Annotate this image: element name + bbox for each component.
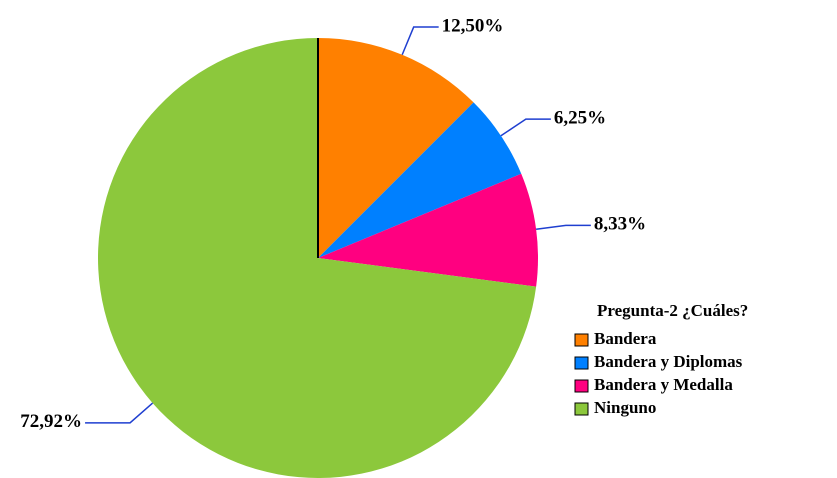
legend-swatch [574, 379, 589, 393]
leader-line [401, 26, 439, 56]
pie-slice [318, 38, 474, 258]
data-label: 8,33% [594, 214, 646, 235]
legend-swatch [574, 402, 589, 416]
legend-swatch [574, 333, 589, 347]
pie-slice [318, 102, 522, 258]
pie-slice [318, 173, 538, 287]
legend-label: Ninguno [594, 398, 656, 417]
data-label: 72,92% [20, 411, 82, 432]
legend-swatch [574, 356, 589, 370]
legend-label: Bandera [594, 329, 657, 348]
legend-label: Bandera y Diplomas [594, 352, 743, 371]
leader-line [500, 118, 551, 137]
data-label: 12,50% [442, 15, 504, 36]
leader-line [536, 224, 591, 231]
legend-title: Pregunta-2 ¿Cuáles? [597, 301, 748, 320]
legend-label: Bandera y Medalla [594, 375, 733, 394]
leader-line [85, 402, 154, 424]
data-label: 6,25% [554, 107, 606, 128]
